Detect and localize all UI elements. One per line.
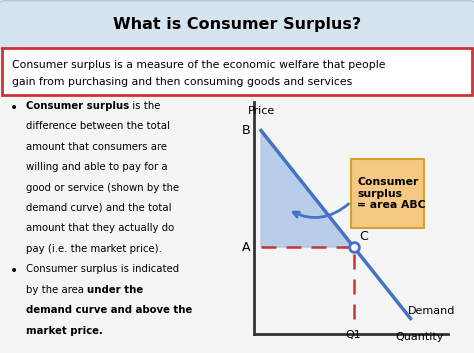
Text: Consumer surplus is a measure of the economic welfare that people: Consumer surplus is a measure of the eco… (12, 60, 385, 70)
Text: Quantity: Quantity (395, 332, 444, 342)
Text: Q1: Q1 (346, 330, 362, 340)
Text: What is Consumer Surplus?: What is Consumer Surplus? (113, 17, 361, 31)
Polygon shape (261, 131, 354, 247)
Text: •: • (9, 101, 18, 115)
Text: •: • (9, 264, 18, 279)
Text: by the area: by the area (26, 285, 87, 295)
Text: C: C (360, 231, 368, 243)
FancyBboxPatch shape (0, 1, 474, 49)
Text: under the: under the (87, 285, 144, 295)
Text: demand curve and above the: demand curve and above the (26, 305, 192, 315)
Text: amount that they actually do: amount that they actually do (26, 223, 174, 233)
Text: Consumer surplus: Consumer surplus (26, 101, 129, 110)
Text: willing and able to pay for a: willing and able to pay for a (26, 162, 168, 172)
Text: Consumer
surplus
= area ABC: Consumer surplus = area ABC (357, 177, 426, 210)
FancyBboxPatch shape (2, 48, 472, 95)
Text: demand curve) and the total: demand curve) and the total (26, 203, 172, 213)
Text: Price: Price (247, 106, 275, 115)
Text: Consumer surplus is indicated: Consumer surplus is indicated (26, 264, 179, 274)
Text: B: B (242, 124, 251, 137)
Text: is the: is the (129, 101, 161, 110)
Text: amount that consumers are: amount that consumers are (26, 142, 167, 151)
Text: pay (i.e. the market price).: pay (i.e. the market price). (26, 244, 162, 254)
Text: A: A (242, 241, 251, 253)
Text: Demand: Demand (408, 306, 455, 316)
Text: difference between the total: difference between the total (26, 121, 170, 131)
Text: good or service (shown by the: good or service (shown by the (26, 183, 179, 192)
Text: market price.: market price. (26, 326, 103, 336)
Text: gain from purchasing and then consuming goods and services: gain from purchasing and then consuming … (12, 77, 352, 87)
FancyBboxPatch shape (351, 159, 424, 228)
